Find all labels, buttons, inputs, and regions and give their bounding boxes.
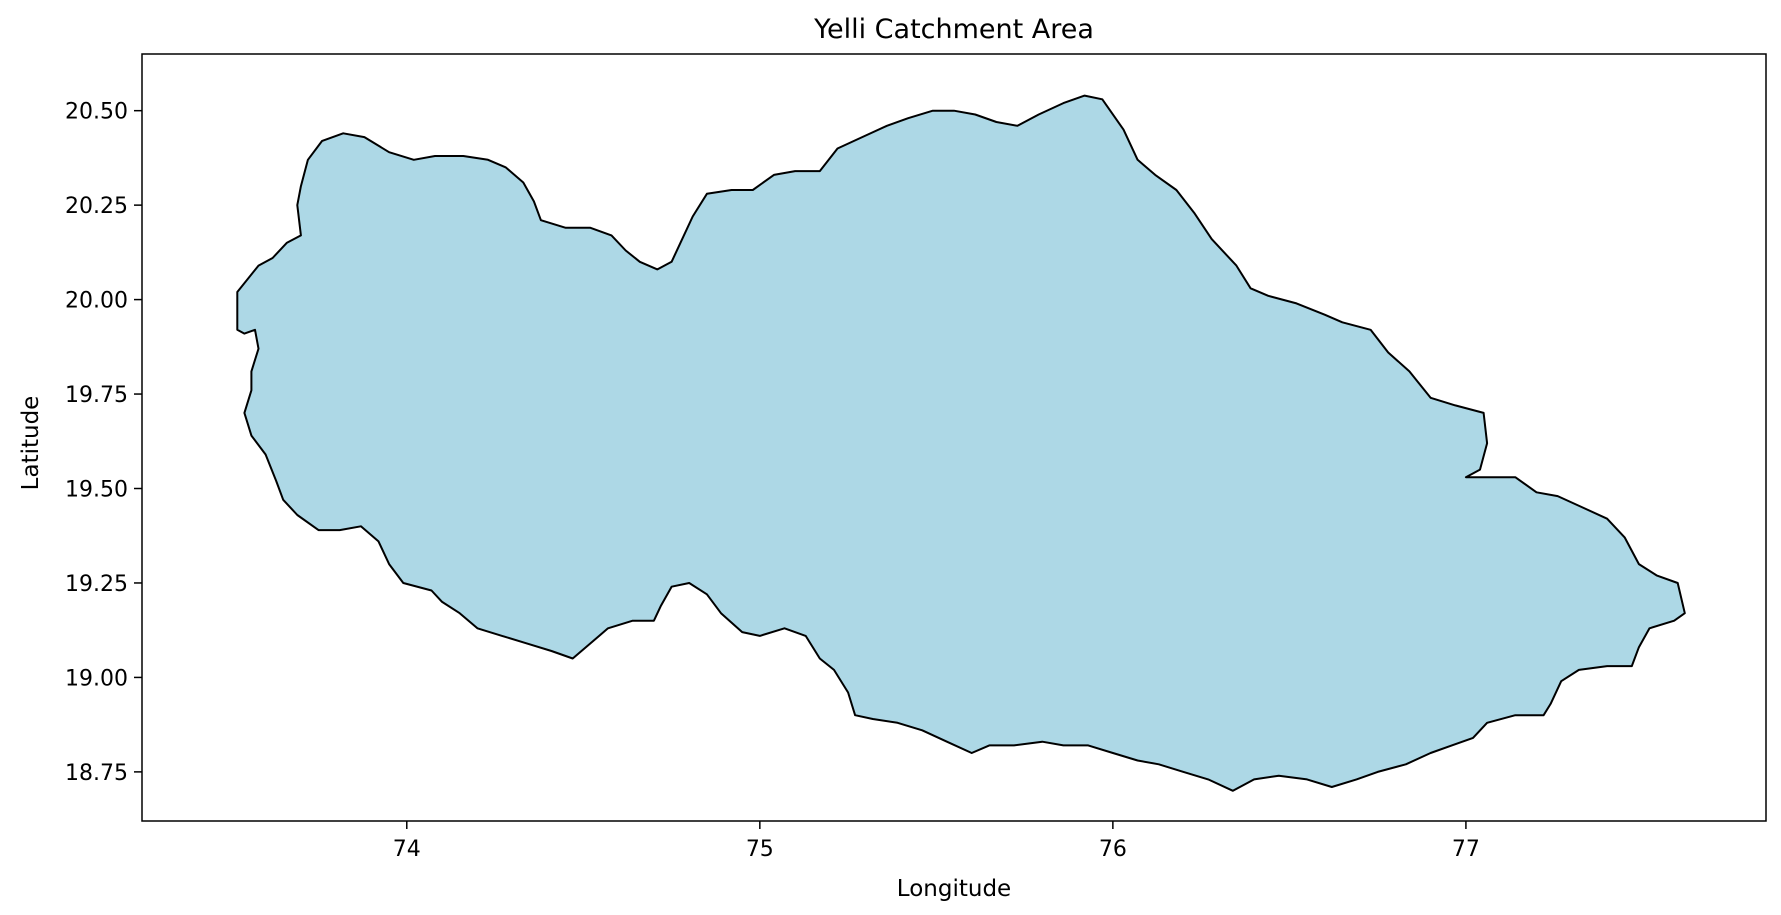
x-axis-ticks: 74 75 76 77 [393,821,1480,862]
y-axis-ticks: 18.75 19.00 19.25 19.50 19.75 20.00 20.25 20.50 [65,100,142,786]
plot-area [236,94,1686,792]
y-tick-label: 19.75 [65,383,128,408]
x-tick-label: 77 [1452,837,1480,862]
y-tick-label: 18.75 [65,761,128,786]
x-axis-label: Longitude [897,876,1011,902]
x-tick-label: 76 [1099,837,1127,862]
y-tick-label: 19.00 [65,666,128,691]
chart-title: Yelli Catchment Area [813,14,1094,45]
y-axis-label: Latitude [18,396,44,491]
x-tick-label: 74 [393,837,421,862]
axes-frame [141,53,1767,822]
y-tick-label: 19.50 [65,478,128,503]
y-tick-label: 20.50 [65,100,128,125]
y-tick-label: 20.25 [65,194,128,219]
y-tick-label: 19.25 [65,572,128,597]
x-tick-label: 75 [746,837,774,862]
catchment-boundary-polygon [236,94,1686,792]
y-tick-label: 20.00 [65,289,128,314]
